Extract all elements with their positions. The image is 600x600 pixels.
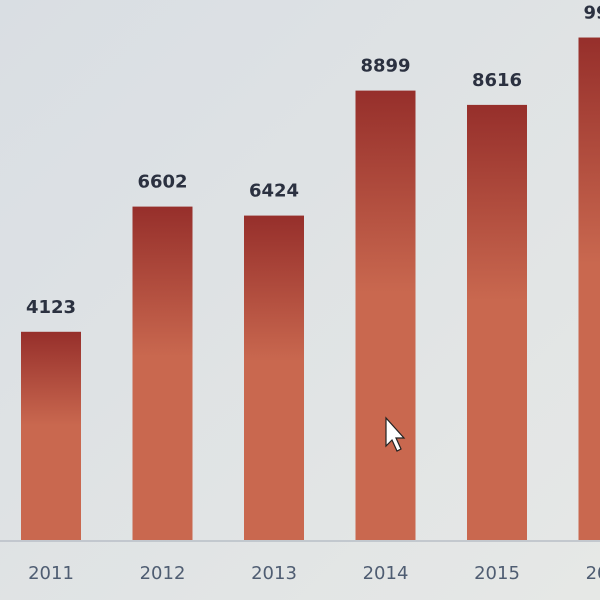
value-label: 4123 [26, 297, 76, 318]
bar [132, 206, 193, 540]
value-label: 8899 [360, 56, 410, 77]
value-label: 8616 [472, 70, 522, 91]
bar [244, 215, 304, 540]
x-tick-label: 2011 [28, 563, 74, 584]
value-label: 6424 [249, 181, 299, 202]
plot-area: 4123 2011 6602 2012 6424 2013 8899 2014 8616 2015… [21, 3, 600, 584]
x-tick-label: 2015 [474, 563, 520, 584]
bar [21, 331, 81, 540]
x-tick-label: 2014 [363, 563, 409, 584]
mouse-cursor [385, 416, 406, 452]
bar [578, 37, 600, 541]
bar [355, 90, 416, 541]
value-label: 6602 [137, 172, 187, 193]
x-tick-label: 2012 [140, 563, 186, 584]
bar [467, 104, 527, 540]
value-label: 9950 [583, 3, 600, 24]
x-tick-label: 2013 [251, 563, 297, 584]
x-tick-label: 2016 [586, 563, 600, 584]
